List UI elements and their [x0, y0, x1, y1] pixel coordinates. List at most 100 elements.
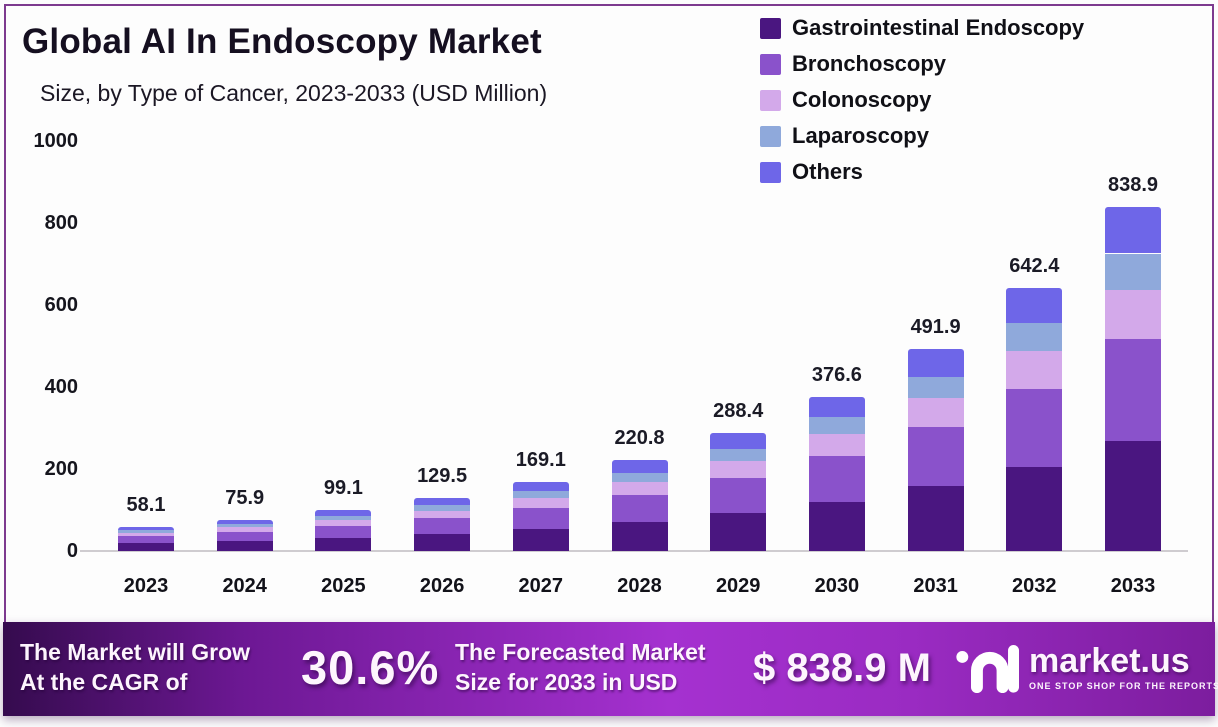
bottom-banner: The Market will Grow At the CAGR of 30.6… — [3, 622, 1218, 716]
bar-segment-others — [118, 527, 174, 531]
bar-segment-others — [710, 432, 767, 449]
bar-segment-bronchoscopy — [512, 508, 569, 529]
y-tick-label: 0 — [66, 540, 78, 562]
bar-total-label: 129.5 — [417, 464, 468, 487]
market-us-logo-icon — [956, 645, 1019, 694]
cagr-label-line1: The Market will Grow — [20, 639, 251, 665]
x-tick-label: 2025 — [321, 575, 366, 597]
legend-item-bronchoscopy: Bronchoscopy — [760, 51, 1084, 77]
bar-segment-colonoscopy — [512, 498, 569, 509]
bar-total-label: 642.4 — [1009, 254, 1060, 277]
bar-segment-gastrointestinal-endoscopy — [808, 501, 865, 551]
bar-segment-colonoscopy — [611, 482, 668, 496]
bar-segment-bronchoscopy — [315, 526, 372, 538]
chart-subtitle: Size, by Type of Cancer, 2023-2033 (USD … — [40, 80, 548, 106]
legend-label: Bronchoscopy — [792, 51, 947, 76]
bar-segment-others — [216, 519, 273, 525]
bar-segment-bronchoscopy — [1105, 339, 1161, 441]
bar-segment-laparoscopy — [118, 530, 174, 533]
bar-total-label: 491.9 — [910, 316, 961, 339]
bar-segment-gastrointestinal-endoscopy — [315, 538, 372, 551]
bar-segment-gastrointestinal-endoscopy — [1006, 466, 1063, 551]
x-tick-label: 2028 — [617, 575, 662, 597]
bar-segment-laparoscopy — [315, 515, 372, 521]
legend-swatch-others — [760, 161, 781, 183]
bar-segment-others — [414, 497, 471, 506]
x-tick-label: 2031 — [913, 575, 958, 597]
bar-segment-gastrointestinal-endoscopy — [907, 486, 964, 551]
legend-item-others: Others — [760, 159, 1084, 185]
bar-segment-gastrointestinal-endoscopy — [118, 543, 174, 551]
legend: Gastrointestinal Endoscopy Bronchoscopy Co… — [760, 15, 1084, 185]
bar-total-label: 838.9 — [1107, 174, 1159, 197]
bar-segment-laparoscopy — [808, 417, 865, 434]
cagr-value: 30.6% — [301, 641, 440, 694]
bar-segment-bronchoscopy — [1006, 389, 1063, 467]
x-tick-label: 2023 — [123, 575, 169, 597]
bar-segment-bronchoscopy — [414, 518, 471, 535]
legend-swatch-bronchoscopy — [760, 53, 781, 75]
bar-segment-laparoscopy — [907, 376, 964, 398]
bar-segment-laparoscopy — [216, 524, 273, 528]
brand-logo: market.us ONE STOP SHOP FOR THE REPORTS — [955, 636, 1218, 698]
bar-segment-gastrointestinal-endoscopy — [611, 522, 668, 551]
bar-segment-colonoscopy — [710, 461, 767, 479]
legend-label: Colonoscopy — [792, 87, 932, 112]
bar-segment-laparoscopy — [611, 472, 668, 483]
bar-segment-colonoscopy — [118, 532, 174, 537]
y-tick-label: 400 — [44, 376, 78, 398]
bar-segment-gastrointestinal-endoscopy — [414, 534, 471, 551]
bar-total-label: 288.4 — [713, 399, 764, 422]
bar-segment-gastrointestinal-endoscopy — [1105, 440, 1161, 551]
forecast-label-line1: The Forecasted Market — [455, 639, 706, 665]
bar-segment-colonoscopy — [1006, 350, 1063, 389]
x-tick-label: 2029 — [715, 575, 761, 597]
bar-segment-others — [315, 510, 372, 516]
bar-segment-others — [1006, 287, 1063, 324]
bar-segment-others — [907, 349, 964, 377]
bar-segment-bronchoscopy — [808, 456, 865, 502]
bar-total-label: 99.1 — [323, 477, 363, 500]
x-tick-label: 2030 — [814, 575, 860, 597]
legend-item-colonoscopy: Colonoscopy — [760, 87, 1084, 113]
bar-segment-others — [1105, 207, 1161, 254]
brand-tagline: ONE STOP SHOP FOR THE REPORTS — [1029, 680, 1218, 691]
y-tick-label: 200 — [44, 458, 78, 480]
bar-total-label: 220.8 — [614, 427, 665, 450]
bar-segment-others — [512, 481, 569, 491]
y-tick-label: 600 — [44, 294, 78, 316]
bar-total-label: 75.9 — [225, 486, 265, 509]
bar-total-label: 376.6 — [811, 363, 862, 386]
x-tick-label: 2027 — [518, 575, 564, 597]
legend-label: Others — [792, 159, 863, 184]
y-tick-label: 1000 — [33, 130, 79, 152]
legend-swatch-laparoscopy — [760, 125, 781, 147]
bar-segment-colonoscopy — [1105, 289, 1161, 340]
bar-segment-bronchoscopy — [216, 531, 273, 542]
legend-label: Gastrointestinal Endoscopy — [792, 15, 1085, 40]
bar-segment-bronchoscopy — [710, 478, 767, 514]
bar-segment-colonoscopy — [216, 527, 273, 532]
legend-swatch-gastrointestinal-endoscopy — [760, 17, 781, 39]
cagr-label: The Market will Grow At the CAGR of — [20, 637, 250, 697]
x-axis-baseline — [80, 550, 1188, 552]
bar-total-label: 169.1 — [515, 448, 566, 471]
legend-swatch-colonoscopy — [760, 89, 781, 111]
bar-segment-gastrointestinal-endoscopy — [512, 528, 569, 551]
x-tick-label: 2024 — [222, 575, 267, 597]
chart-title: Global AI In Endoscopy Market — [22, 22, 542, 61]
brand-name: market.us — [1029, 641, 1190, 680]
forecast-label-line2: Size for 2033 in USD — [455, 669, 678, 695]
forecast-label: The Forecasted Market Size for 2033 in U… — [455, 637, 706, 697]
bar-segment-laparoscopy — [512, 491, 569, 499]
legend-item-laparoscopy: Laparoscopy — [760, 123, 1084, 149]
bar-segment-laparoscopy — [710, 448, 767, 462]
bar-segment-colonoscopy — [315, 520, 372, 527]
bar-segment-bronchoscopy — [907, 426, 964, 487]
x-tick-label: 2032 — [1012, 575, 1057, 597]
y-tick-label: 800 — [44, 212, 78, 234]
bar-segment-others — [611, 460, 668, 473]
bar-segment-bronchoscopy — [118, 536, 174, 544]
